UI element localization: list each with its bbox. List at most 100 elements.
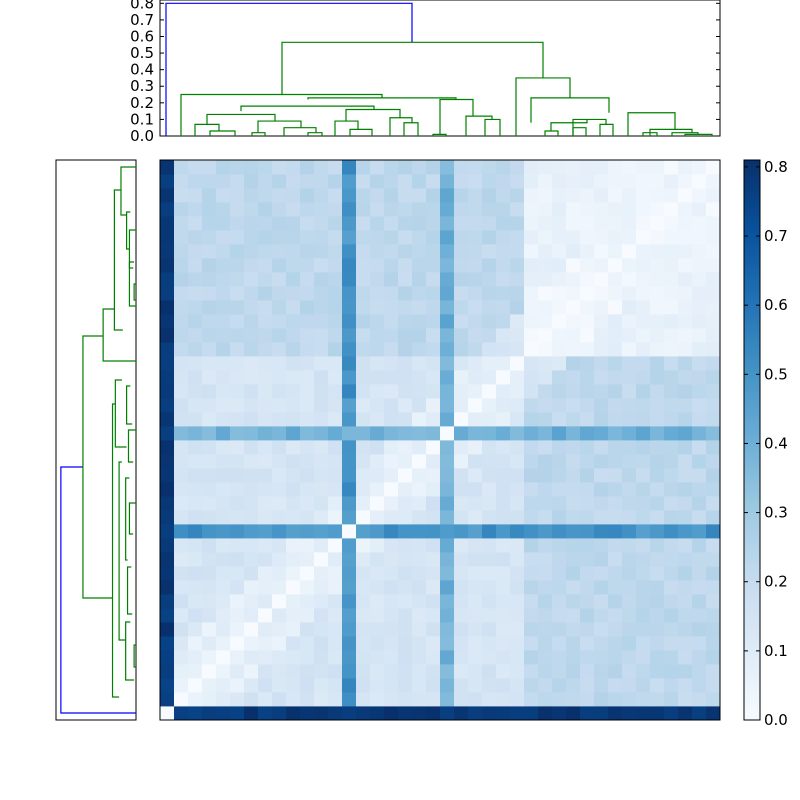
heatmap-cell — [160, 216, 175, 231]
heatmap-cell — [286, 412, 301, 427]
heatmap-cell — [272, 300, 287, 315]
heatmap-cell — [286, 468, 301, 483]
heatmap-cell — [188, 384, 203, 399]
heatmap-cell — [510, 496, 525, 511]
heatmap-cell — [706, 314, 721, 329]
heatmap-cell — [244, 692, 259, 707]
heatmap-cell — [258, 202, 273, 217]
heatmap-cell — [202, 328, 217, 343]
heatmap-cell — [356, 328, 371, 343]
heatmap-cell — [594, 244, 609, 259]
heatmap-cell — [692, 272, 707, 287]
heatmap-cell — [580, 398, 595, 413]
heatmap-cell — [594, 272, 609, 287]
heatmap-cell — [370, 244, 385, 259]
heatmap-cell — [608, 566, 623, 581]
heatmap-cell — [510, 580, 525, 595]
dendrogram-link — [389, 117, 413, 136]
heatmap-cell — [188, 216, 203, 231]
heatmap-cell — [622, 552, 637, 567]
heatmap-cell — [412, 202, 427, 217]
heatmap-cell — [650, 272, 665, 287]
heatmap-cell — [636, 244, 651, 259]
heatmap-cell — [342, 202, 357, 217]
heatmap-cell — [314, 328, 329, 343]
heatmap-cell — [692, 538, 707, 553]
heatmap-cell — [216, 188, 231, 203]
dendrogram-link — [432, 133, 447, 136]
heatmap-cell — [314, 566, 329, 581]
heatmap-cell — [482, 328, 497, 343]
heatmap-cell — [342, 566, 357, 581]
heatmap-cell — [314, 412, 329, 427]
heatmap-cell — [328, 678, 343, 693]
heatmap-cell — [370, 426, 385, 441]
heatmap-cell — [580, 622, 595, 637]
heatmap-cell — [608, 454, 623, 469]
heatmap-cell — [622, 258, 637, 273]
heatmap-cell — [202, 580, 217, 595]
heatmap-cell — [566, 356, 581, 371]
heatmap-cell — [314, 692, 329, 707]
heatmap-cell — [398, 216, 413, 231]
heatmap-cell — [566, 706, 581, 721]
heatmap-cell — [650, 398, 665, 413]
heatmap-cell — [202, 678, 217, 693]
heatmap-cell — [678, 580, 693, 595]
heatmap-cell — [496, 552, 511, 567]
heatmap-cell — [608, 482, 623, 497]
heatmap-cell — [398, 552, 413, 567]
dendrogram-link — [530, 97, 610, 123]
heatmap-cell — [608, 230, 623, 245]
heatmap-cell — [202, 636, 217, 651]
heatmap-cell — [412, 706, 427, 721]
heatmap-cell — [202, 426, 217, 441]
heatmap-cell — [286, 636, 301, 651]
heatmap-cell — [482, 692, 497, 707]
heatmap-cell — [412, 370, 427, 385]
heatmap-cell — [538, 482, 553, 497]
heatmap-cell — [314, 440, 329, 455]
heatmap-cell — [230, 678, 245, 693]
heatmap-cell — [328, 202, 343, 217]
heatmap-cell — [216, 678, 231, 693]
heatmap-cell — [258, 216, 273, 231]
heatmap-cell — [300, 552, 315, 567]
heatmap-cell — [566, 398, 581, 413]
heatmap-cell — [174, 412, 189, 427]
heatmap-cell — [384, 524, 399, 539]
heatmap-cell — [412, 426, 427, 441]
heatmap-cell — [678, 328, 693, 343]
heatmap-cell — [552, 496, 567, 511]
heatmap-cell — [384, 440, 399, 455]
heatmap-cell — [678, 398, 693, 413]
heatmap-cell — [174, 314, 189, 329]
heatmap-cell — [482, 482, 497, 497]
heatmap-cell — [580, 370, 595, 385]
heatmap-cell — [496, 524, 511, 539]
heatmap-cell — [328, 496, 343, 511]
heatmap-cell — [440, 482, 455, 497]
heatmap-cell — [664, 216, 679, 231]
heatmap-cell — [244, 188, 259, 203]
heatmap-cell — [202, 272, 217, 287]
heatmap-cell — [286, 664, 301, 679]
heatmap-cell — [384, 342, 399, 357]
heatmap-cell — [580, 160, 595, 175]
colorbar-tick-label: 0.1 — [764, 642, 788, 660]
heatmap-cell — [664, 622, 679, 637]
heatmap-cell — [202, 230, 217, 245]
heatmap-cell — [482, 664, 497, 679]
heatmap-cell — [300, 286, 315, 301]
heatmap-cell — [160, 328, 175, 343]
heatmap-cell — [286, 552, 301, 567]
heatmap-cell — [258, 692, 273, 707]
heatmap-cell — [314, 510, 329, 525]
heatmap-cell — [300, 664, 315, 679]
heatmap-cell — [664, 524, 679, 539]
heatmap-cell — [244, 496, 259, 511]
heatmap-cell — [426, 566, 441, 581]
heatmap-cell — [468, 552, 483, 567]
heatmap-cell — [580, 216, 595, 231]
heatmap-cell — [496, 566, 511, 581]
